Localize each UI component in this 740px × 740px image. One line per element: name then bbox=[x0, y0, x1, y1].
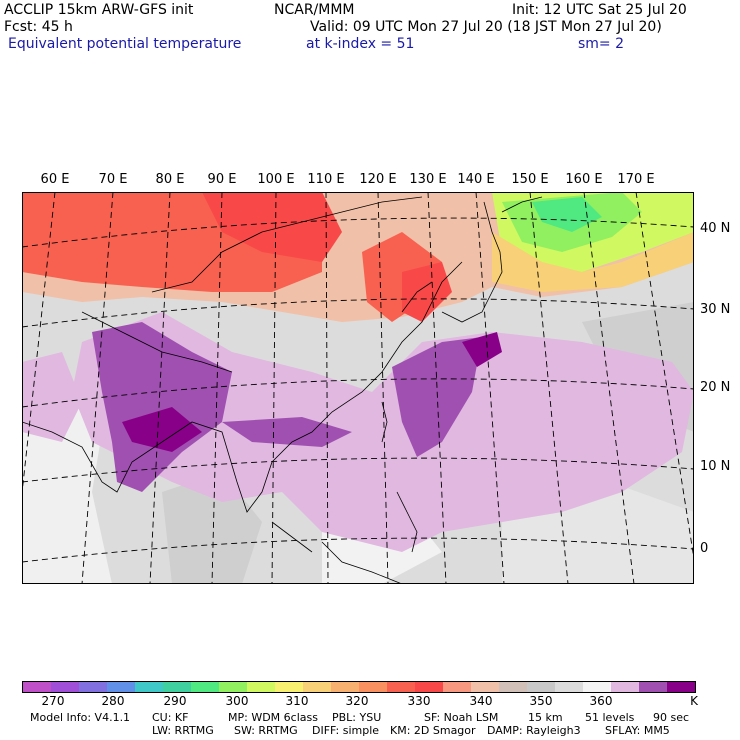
colorbar-label: 350 bbox=[529, 694, 553, 708]
model-version: Model Info: V4.1.1 bbox=[30, 711, 131, 724]
colorbar-swatch bbox=[163, 682, 191, 692]
valid-time: Valid: 09 UTC Mon 27 Jul 20 (18 JST Mon … bbox=[310, 19, 662, 35]
lon-label: 170 E bbox=[617, 172, 655, 187]
colorbar-swatch bbox=[303, 682, 331, 692]
colorbar-label: 290 bbox=[163, 694, 187, 708]
colorbar-swatch bbox=[471, 682, 499, 692]
colorbar-label: 360 bbox=[589, 694, 613, 708]
colorbar-label: 300 bbox=[225, 694, 249, 708]
field-green-dark bbox=[532, 197, 602, 232]
shortwave-scheme: SW: RRTMG bbox=[234, 724, 298, 737]
km-scheme: KM: 2D Smagor bbox=[390, 724, 476, 737]
colorbar-swatch bbox=[79, 682, 107, 692]
colorbar-label: 310 bbox=[285, 694, 309, 708]
colorbar-swatch bbox=[359, 682, 387, 692]
lat-label: 40 N bbox=[700, 221, 731, 236]
damping-scheme: DAMP: Rayleigh3 bbox=[487, 724, 581, 737]
colorbar-swatch bbox=[107, 682, 135, 692]
lon-label: 160 E bbox=[565, 172, 603, 187]
level-index: at k-index = 51 bbox=[306, 36, 415, 52]
colorbar-swatch bbox=[667, 682, 695, 692]
field-red-dark bbox=[202, 192, 342, 262]
field-lavender bbox=[22, 352, 82, 442]
colorbar-swatch bbox=[191, 682, 219, 692]
timestep: 90 sec bbox=[653, 711, 690, 724]
cumulus-scheme: CU: KF bbox=[152, 711, 189, 724]
lat-label: 10 N bbox=[700, 459, 731, 474]
colorbar-swatch bbox=[51, 682, 79, 692]
colorbar-swatch bbox=[611, 682, 639, 692]
colorbar-swatch bbox=[415, 682, 443, 692]
colorbar-swatch bbox=[639, 682, 667, 692]
coastlines bbox=[22, 196, 543, 584]
resolution: 15 km bbox=[528, 711, 563, 724]
lon-label: 130 E bbox=[409, 172, 447, 187]
colorbar-swatch bbox=[583, 682, 611, 692]
equivalent-potential-temperature-map bbox=[22, 192, 694, 584]
colorbar-swatch bbox=[275, 682, 303, 692]
lon-label: 140 E bbox=[457, 172, 495, 187]
longwave-scheme: LW: RRTMG bbox=[152, 724, 214, 737]
levels: 51 levels bbox=[585, 711, 635, 724]
field-dark-purple bbox=[462, 332, 502, 367]
lat-label: 30 N bbox=[700, 302, 731, 317]
lat-label: 0 bbox=[700, 541, 709, 556]
lon-label: 100 E bbox=[257, 172, 295, 187]
smoothing: sm= 2 bbox=[578, 36, 625, 52]
colorbar-swatch bbox=[247, 682, 275, 692]
colorbar-swatch bbox=[499, 682, 527, 692]
colorbar-swatch bbox=[219, 682, 247, 692]
field-yellow bbox=[492, 232, 694, 292]
lat-label: 20 N bbox=[700, 380, 731, 395]
center-name: NCAR/MMM bbox=[274, 2, 355, 18]
colorbar-unit: K bbox=[690, 694, 698, 708]
lon-label: 70 E bbox=[98, 172, 128, 187]
init-time: Init: 12 UTC Sat 25 Jul 20 bbox=[512, 2, 687, 18]
surface-scheme: SF: Noah LSM bbox=[424, 711, 499, 724]
colorbar-swatch bbox=[135, 682, 163, 692]
colorbar bbox=[22, 681, 696, 693]
diffusion-scheme: DIFF: simple bbox=[312, 724, 380, 737]
field-patch bbox=[162, 472, 262, 584]
field-red-dark bbox=[402, 262, 452, 322]
colorbar-label: 280 bbox=[101, 694, 125, 708]
field-dark-purple bbox=[122, 407, 202, 452]
colorbar-label: 270 bbox=[41, 694, 65, 708]
pbl-scheme: PBL: YSU bbox=[332, 711, 382, 724]
colorbar-label: 330 bbox=[407, 694, 431, 708]
colorbar-label: 320 bbox=[345, 694, 369, 708]
lon-label: 60 E bbox=[40, 172, 70, 187]
lon-label: 80 E bbox=[155, 172, 185, 187]
run-title: ACCLIP 15km ARW-GFS init bbox=[4, 2, 194, 18]
colorbar-swatch bbox=[443, 682, 471, 692]
colorbar-label: 340 bbox=[469, 694, 493, 708]
map-frame bbox=[22, 192, 694, 584]
lon-label: 110 E bbox=[307, 172, 345, 187]
colorbar-swatch bbox=[331, 682, 359, 692]
lon-label: 90 E bbox=[207, 172, 237, 187]
colorbar-swatch bbox=[387, 682, 415, 692]
colorbar-swatch bbox=[23, 682, 51, 692]
field-name: Equivalent potential temperature bbox=[8, 36, 242, 52]
colorbar-swatch bbox=[527, 682, 555, 692]
microphysics-scheme: MP: WDM 6class bbox=[228, 711, 318, 724]
field-purple bbox=[92, 322, 232, 492]
colorbar-swatch bbox=[555, 682, 583, 692]
graticule bbox=[22, 192, 694, 584]
lon-label: 120 E bbox=[359, 172, 397, 187]
forecast-hour: Fcst: 45 h bbox=[4, 19, 73, 35]
surface-layer-scheme: SFLAY: MM5 bbox=[605, 724, 670, 737]
lon-label: 150 E bbox=[511, 172, 549, 187]
